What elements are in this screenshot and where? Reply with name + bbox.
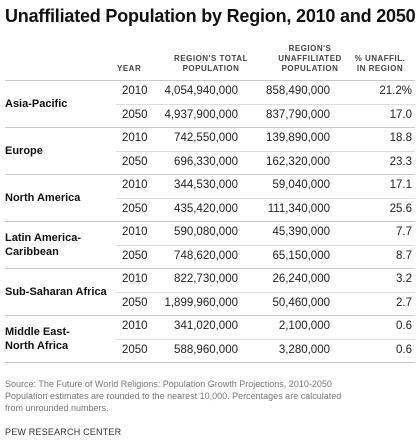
cell-year: 2050 xyxy=(122,249,148,262)
cell-total-population: 696,330,000 xyxy=(174,155,238,168)
region-name: Asia-Pacific xyxy=(5,97,113,111)
cell-unaffiliated-population: 45,390,000 xyxy=(272,226,330,238)
cell-total-population: 742,550,000 xyxy=(174,132,238,144)
cell-total-population: 344,530,000 xyxy=(174,179,238,191)
source-line-1: Source: The Future of World Religions: P… xyxy=(5,379,332,389)
cell-percent-unaffiliated: 7.7 xyxy=(396,226,412,238)
region-name-line1: Latin America- xyxy=(5,231,82,244)
cell-unaffiliated-population: 837,790,000 xyxy=(266,108,330,121)
year-divider xyxy=(116,291,415,293)
region-divider xyxy=(5,315,415,316)
cell-total-population: 4,937,900,000 xyxy=(164,108,238,121)
region-name-line2: North Africa xyxy=(5,339,69,352)
region-name: Sub-Saharan Africa xyxy=(5,285,113,299)
year-divider xyxy=(116,244,415,246)
column-header-total-line1: REGION'S TOTAL xyxy=(174,54,248,63)
cell-percent-unaffiliated: 3.2 xyxy=(396,273,412,285)
cell-year: 2010 xyxy=(122,320,148,332)
region-name-line1: Sub-Saharan Africa xyxy=(5,285,107,298)
cell-percent-unaffiliated: 21.2% xyxy=(379,85,412,97)
region-name-line1: Middle East- xyxy=(5,325,70,338)
cell-unaffiliated-population: 139,890,000 xyxy=(266,132,330,144)
cell-unaffiliated-population: 2,100,000 xyxy=(278,320,330,332)
column-header-pct-line2: IN REGION xyxy=(356,64,404,73)
cell-unaffiliated-population: 111,340,000 xyxy=(267,202,330,215)
column-header-total-population: REGION'S TOTAL POPULATION xyxy=(160,54,262,74)
region-name-line1: Asia-Pacific xyxy=(5,97,68,110)
column-header-unaffiliated-population: REGION'S UNAFFILIATED POPULATION xyxy=(265,44,355,74)
cell-year: 2050 xyxy=(122,296,148,309)
cell-percent-unaffiliated: 2.7 xyxy=(396,296,412,309)
column-header-total-line2: POPULATION xyxy=(182,64,240,73)
cell-year: 2050 xyxy=(122,108,148,121)
region-divider xyxy=(5,268,415,269)
region-divider xyxy=(5,221,415,222)
cell-unaffiliated-population: 3,280,000 xyxy=(278,343,330,356)
region-name: Europe xyxy=(5,144,113,158)
column-header-unaff-line2: UNAFFILIATED xyxy=(278,54,342,63)
year-divider xyxy=(116,150,415,152)
cell-year: 2010 xyxy=(122,226,148,238)
region-divider xyxy=(5,80,415,81)
cell-total-population: 4,054,940,000 xyxy=(164,85,238,97)
cell-percent-unaffiliated: 0.6 xyxy=(396,343,412,356)
cell-total-population: 435,420,000 xyxy=(174,202,238,215)
region-name: North America xyxy=(5,191,113,205)
region-name-line2: Caribbean xyxy=(5,245,59,258)
region-name: Middle East- North Africa xyxy=(5,325,113,353)
cell-year: 2010 xyxy=(122,273,148,285)
region-divider xyxy=(5,127,415,128)
cell-percent-unaffiliated: 23.3 xyxy=(389,155,412,168)
column-header-unaff-line1: REGION'S xyxy=(288,44,332,53)
cell-year: 2010 xyxy=(122,132,148,144)
region-name: Latin America- Caribbean xyxy=(5,231,113,259)
column-header-pct-line1: % UNAFFIL. xyxy=(354,54,406,63)
source-line-3: from unrounded numbers. xyxy=(5,403,109,413)
cell-total-population: 341,020,000 xyxy=(174,320,238,332)
cell-unaffiliated-population: 26,240,000 xyxy=(272,273,330,285)
cell-percent-unaffiliated: 17.1 xyxy=(389,179,412,191)
table-title: Unaffiliated Population by Region, 2010 … xyxy=(5,6,416,26)
cell-total-population: 822,730,000 xyxy=(174,273,238,285)
column-header-unaff-line3: POPULATION xyxy=(281,64,339,73)
cell-year: 2010 xyxy=(122,179,148,191)
cell-percent-unaffiliated: 8.7 xyxy=(396,249,412,262)
column-header-year: YEAR xyxy=(117,64,142,73)
year-divider xyxy=(116,103,415,105)
column-header-percent-unaffiliated: % UNAFFIL. IN REGION xyxy=(348,54,412,74)
footer-credit: PEW RESEARCH CENTER xyxy=(5,427,122,437)
cell-percent-unaffiliated: 18.8 xyxy=(389,132,412,144)
cell-year: 2050 xyxy=(122,202,148,215)
cell-total-population: 588,960,000 xyxy=(174,343,238,356)
cell-year: 2010 xyxy=(122,85,148,97)
table-bottom-rule xyxy=(5,362,415,363)
cell-percent-unaffiliated: 0.6 xyxy=(396,320,412,332)
cell-year: 2050 xyxy=(122,155,148,168)
region-name-line1: North America xyxy=(5,191,81,204)
cell-percent-unaffiliated: 25.6 xyxy=(389,202,412,215)
cell-total-population: 748,620,000 xyxy=(174,249,238,262)
cell-unaffiliated-population: 50,460,000 xyxy=(272,296,330,309)
year-divider xyxy=(116,197,415,199)
source-note: Source: The Future of World Religions: P… xyxy=(5,378,415,414)
cell-year: 2050 xyxy=(122,343,148,356)
cell-unaffiliated-population: 162,320,000 xyxy=(266,155,330,168)
cell-unaffiliated-population: 858,490,000 xyxy=(266,85,330,97)
cell-unaffiliated-population: 65,150,000 xyxy=(272,249,330,262)
cell-total-population: 1,899,960,000 xyxy=(164,296,238,309)
region-name-line1: Europe xyxy=(5,144,43,157)
source-line-2: Population estimates are rounded to the … xyxy=(5,391,342,401)
cell-percent-unaffiliated: 17.0 xyxy=(389,108,412,121)
cell-unaffiliated-population: 59,040,000 xyxy=(272,179,330,191)
cell-total-population: 590,080,000 xyxy=(174,226,238,238)
year-divider xyxy=(116,338,415,340)
region-divider xyxy=(5,174,415,175)
